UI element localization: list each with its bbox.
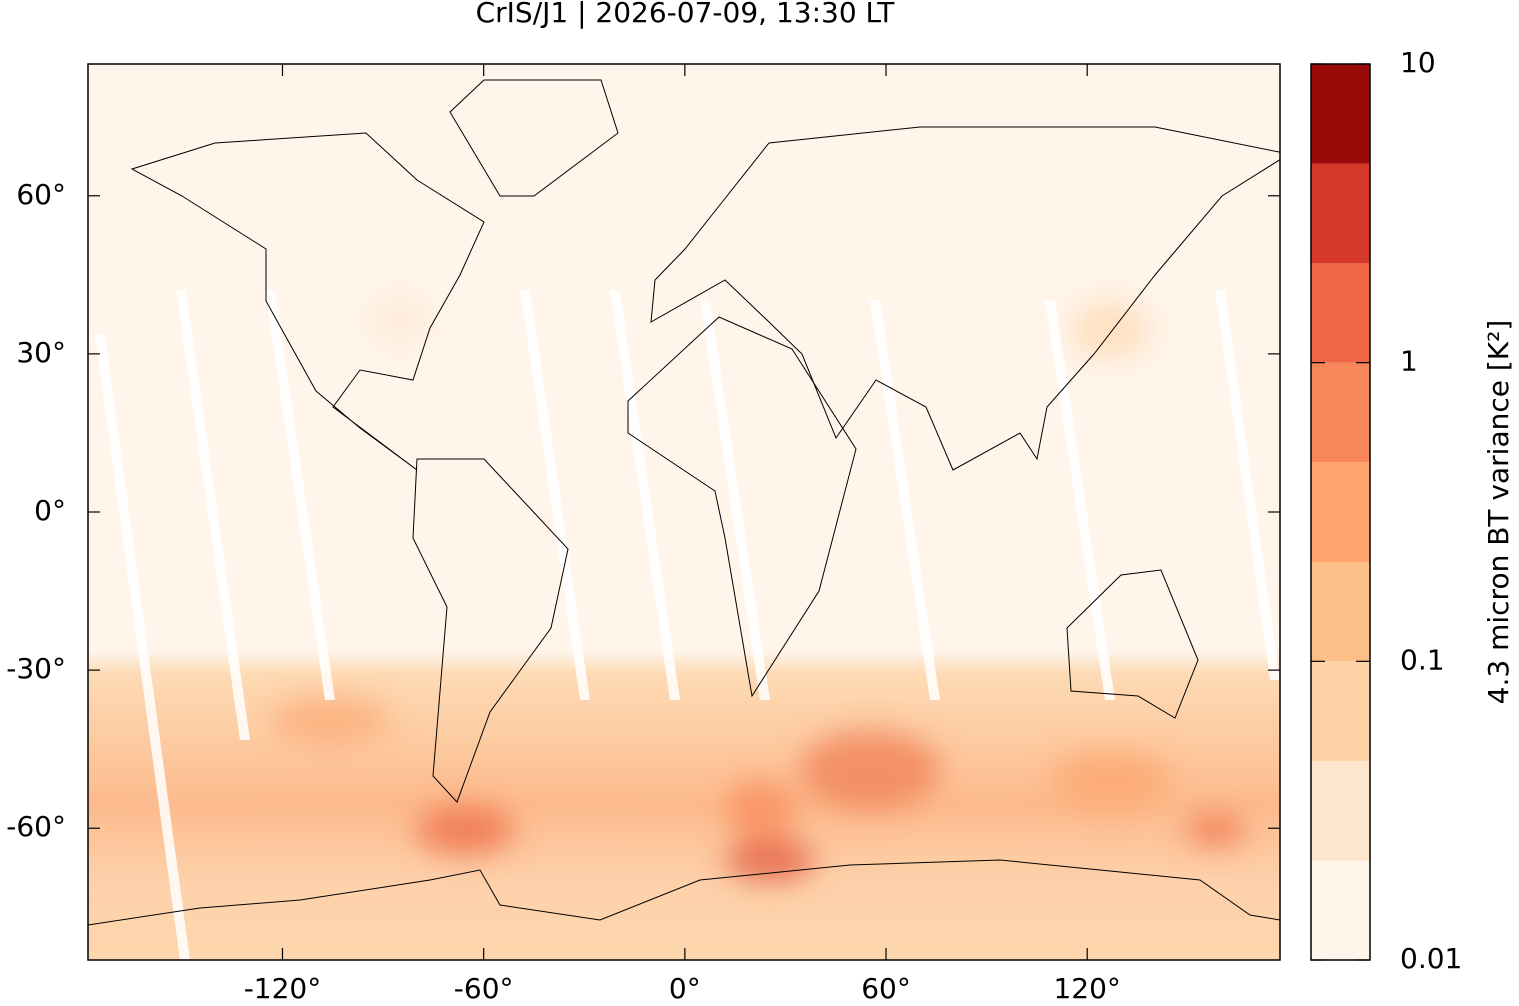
- chart-title: CrIS/J1 | 2026-07-09, 13:30 LT: [476, 0, 896, 29]
- colorbar: [1311, 64, 1370, 960]
- x-tick-label: 60°: [861, 972, 911, 1002]
- colorbar-tick-label: 0.01: [1400, 942, 1462, 975]
- colorbar-bin: [1311, 263, 1370, 363]
- x-tick-label: 120°: [1053, 972, 1120, 1002]
- y-tick-label: 30°: [16, 336, 66, 369]
- colorbar-label: 4.3 micron BT variance [K²]: [1482, 320, 1515, 705]
- field: [88, 64, 1280, 960]
- x-tick-label: -120°: [244, 972, 322, 1002]
- y-tick-label: 60°: [16, 178, 66, 211]
- colorbar-bin: [1311, 760, 1370, 861]
- colorbar-tick-label: 10: [1400, 46, 1436, 79]
- x-tick-label: 0°: [669, 972, 701, 1002]
- x-tick-label: -60°: [454, 972, 514, 1002]
- colorbar-tick-label: 0.1: [1400, 643, 1445, 676]
- y-tick-label: -60°: [6, 810, 66, 843]
- colorbar-tick-label: 1: [1400, 345, 1418, 378]
- y-tick-label: 0°: [34, 494, 66, 527]
- colorbar-bin: [1311, 362, 1370, 463]
- field-blobs: [270, 295, 1245, 882]
- coastlines: [88, 79, 1280, 926]
- colorbar-bin: [1311, 462, 1370, 563]
- colorbar-bin: [1311, 163, 1370, 264]
- colorbar-bin: [1311, 64, 1370, 164]
- y-tick-label: -30°: [6, 652, 66, 685]
- orbit-gaps: [95, 290, 1280, 960]
- colorbar-bin: [1311, 661, 1370, 761]
- colorbar-bin: [1311, 860, 1370, 960]
- colorbar-bin: [1311, 562, 1370, 662]
- colorbar-frame: [1310, 63, 1371, 961]
